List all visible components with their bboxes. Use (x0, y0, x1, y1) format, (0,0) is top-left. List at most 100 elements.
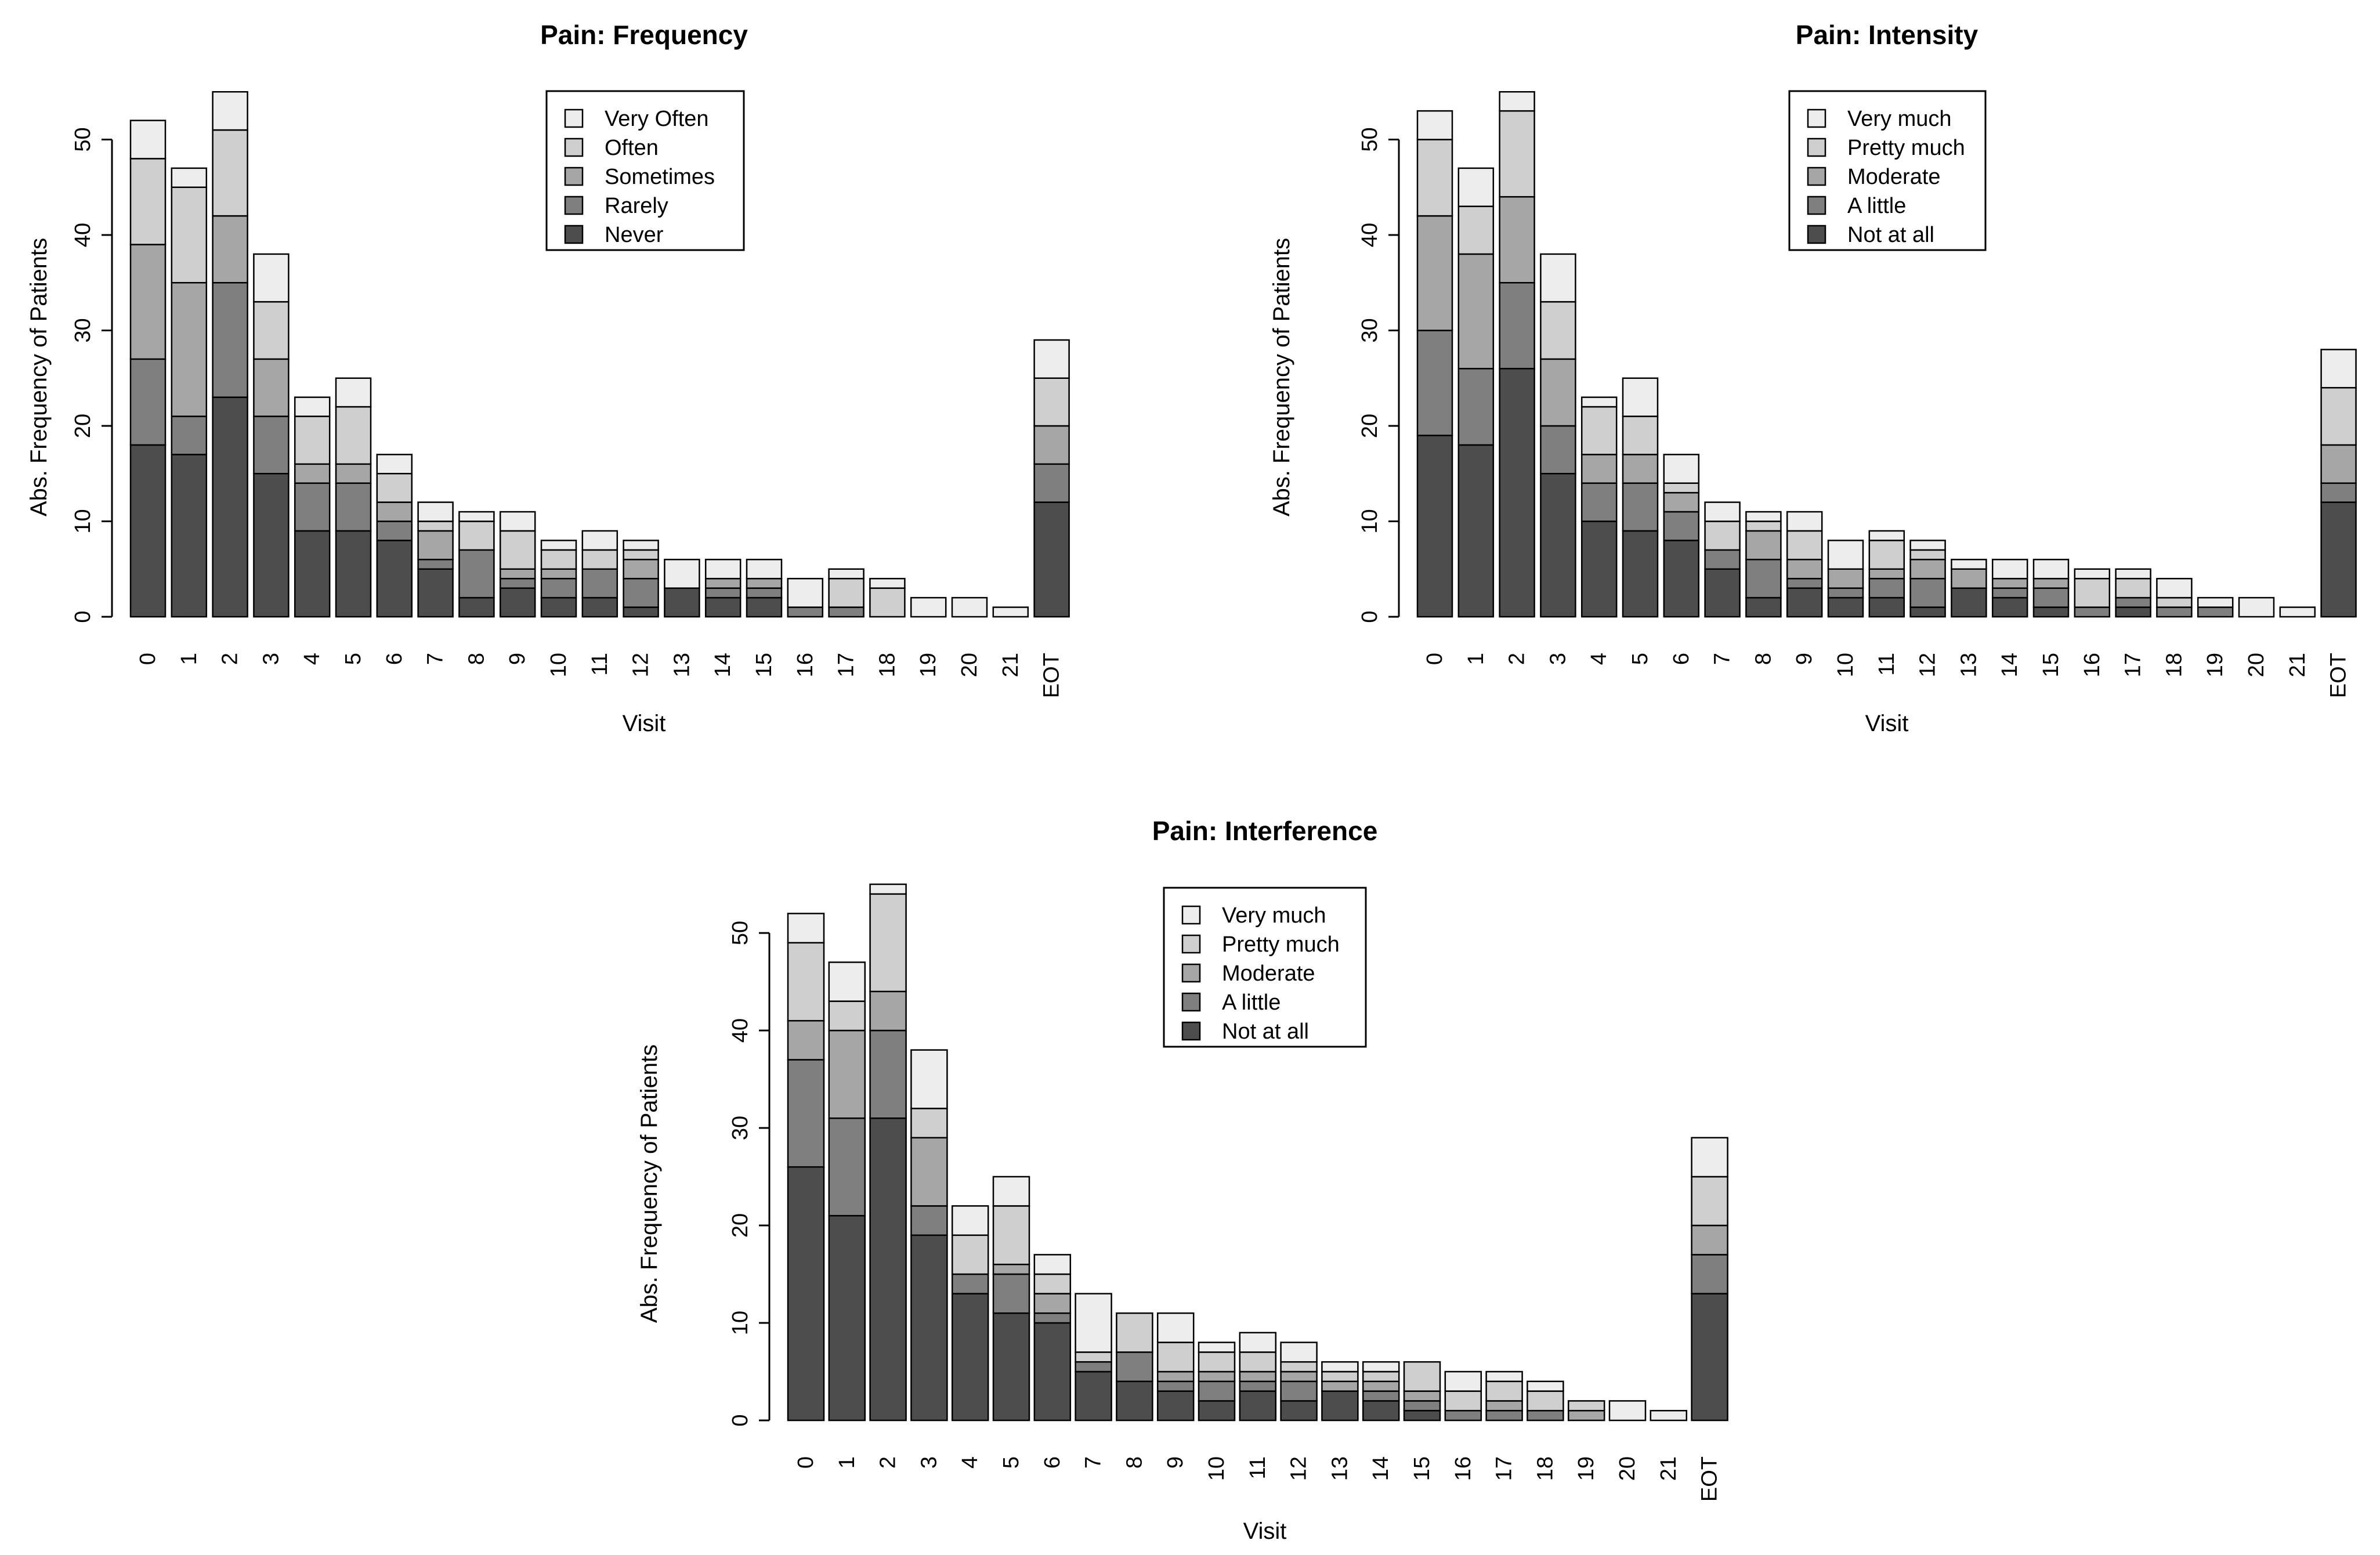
bar-segment-pretty-much (1362, 1370, 1400, 1383)
bar-segment-a-little (2032, 587, 2070, 608)
x-tick-label: 17 (2121, 653, 2146, 677)
x-tick-label: 19 (1574, 1456, 1598, 1481)
bar-segment-very-much (1362, 1361, 1400, 1373)
bar-segment-moderate (2320, 444, 2357, 484)
bar-segment-a-little (1457, 368, 1495, 446)
legend-swatch (1807, 196, 1826, 215)
x-tick-label: 14 (1369, 1456, 1393, 1481)
legend-box (545, 90, 745, 251)
bar-segment-a-little (1786, 577, 1823, 589)
x-tick-label: 11 (1246, 1456, 1270, 1479)
bar-segment-not-at-all (2115, 606, 2151, 618)
bar-segment-very-much (1444, 1370, 1482, 1392)
bar-segment-often (171, 186, 208, 284)
bar-segment-sometimes (253, 358, 290, 417)
bar-segment-moderate (1691, 1224, 1728, 1256)
legend-swatch (1807, 225, 1826, 244)
bar-segment-rarely (746, 587, 783, 599)
bar-segment-moderate (992, 1263, 1030, 1275)
x-tick-label: 15 (752, 653, 776, 677)
x-tick-label: 15 (2039, 653, 2063, 677)
bar-segment-moderate (787, 1019, 825, 1061)
bar-segment-pretty-much (1239, 1351, 1277, 1373)
x-tick-label: 17 (1492, 1456, 1517, 1481)
bar-segment-very-much (2074, 568, 2111, 580)
bar-segment-pretty-much (787, 942, 825, 1022)
legend-swatch (1181, 1021, 1201, 1041)
bar-segment-very-much (1280, 1341, 1318, 1363)
bar-segment-moderate (1567, 1409, 1605, 1422)
bar-segment-pretty-much (1527, 1390, 1564, 1412)
legend-label: Very much (1847, 107, 1952, 131)
bar-segment-a-little (787, 1059, 825, 1168)
legend-label: Moderate (1847, 165, 1941, 189)
bar-segment-often (129, 158, 167, 245)
x-tick-label: 2 (1505, 653, 1529, 665)
bar-segment-often (294, 415, 331, 465)
x-tick-label: 12 (1287, 1456, 1311, 1481)
bar-segment-very-much (2156, 577, 2193, 599)
bar-segment-very-often (746, 559, 783, 580)
x-tick-label: 5 (341, 653, 366, 665)
bar-segment-pretty-much (1663, 482, 1700, 494)
bar-segment-a-little (992, 1273, 1030, 1314)
bar-segment-a-little (2074, 606, 2111, 618)
bar-segment-not-at-all (1321, 1390, 1359, 1422)
bar-segment-a-little (1198, 1380, 1236, 1402)
x-tick-label: 3 (259, 653, 283, 665)
y-axis-label: Abs. Frequency of Patients (26, 238, 52, 516)
bar-segment-very-much (2320, 349, 2357, 389)
bar-segment-not-at-all (1416, 435, 1453, 618)
x-tick-label: 2 (218, 653, 243, 665)
bar-segment-a-little (2115, 596, 2151, 608)
bar-segment-never (253, 473, 290, 618)
bar-segment-a-little (1499, 282, 1535, 370)
y-tick-label: 30 (728, 1116, 753, 1140)
bar-segment-not-at-all (787, 1166, 825, 1422)
bar-segment-very-often (869, 577, 906, 589)
bar-segment-a-little (869, 1029, 907, 1119)
bar-segment-moderate (1321, 1380, 1359, 1392)
bar-segment-not-at-all (1499, 368, 1535, 618)
y-tick-label: 40 (1358, 223, 1382, 247)
x-tick-label: 8 (1751, 653, 1775, 665)
x-tick-label: 10 (1205, 1456, 1229, 1481)
y-tick-label: 50 (1358, 127, 1382, 151)
bar-segment-very-often (664, 559, 700, 589)
bar-segment-very-much (2197, 596, 2234, 608)
bar-segment-very-much (1580, 396, 1618, 408)
bar-segment-never (171, 454, 208, 618)
x-tick-label: 1 (1464, 653, 1488, 665)
bar-segment-very-much (910, 1049, 948, 1109)
bar-segment-not-at-all (1691, 1293, 1728, 1422)
bar-segment-a-little (1827, 587, 1864, 599)
bar-segment-moderate (1156, 1370, 1195, 1383)
legend: Very much Pretty much Moderate A little Not … (1163, 887, 1367, 1048)
bar-segment-pretty-much (2156, 596, 2193, 608)
bar-segment-pretty-much (1457, 205, 1495, 255)
y-tick-label: 10 (1358, 509, 1382, 533)
bar-segment-very-much (1321, 1361, 1359, 1373)
chart-pain-frequency: Pain: Frequency Abs. Frequency of Patien… (26, 20, 1070, 736)
bar-segment-pretty-much (1116, 1312, 1153, 1353)
bar-segment-rarely (458, 549, 495, 599)
bar-segment-not-at-all (1868, 596, 1905, 618)
legend-label: Often (605, 136, 659, 160)
bar-segment-rarely (171, 415, 208, 455)
chart-pain-interference: Pain: Interference Abs. Frequency of Pat… (636, 816, 1728, 1544)
chart-title: Pain: Interference (1152, 816, 1378, 846)
y-tick-label: 20 (728, 1213, 753, 1238)
bar-segment-sometimes (335, 463, 372, 484)
bar-segment-pretty-much (1416, 139, 1453, 217)
bar-segment-very-much (1033, 1254, 1072, 1275)
x-tick-label: 15 (1410, 1456, 1434, 1481)
bar-segment-very-often (581, 530, 618, 551)
bar-segment-very-much (1457, 167, 1495, 207)
x-tick-label: EOT (2327, 653, 2351, 698)
x-tick-label: 18 (1533, 1456, 1557, 1481)
bar-segment-never (212, 396, 248, 618)
legend-label: Moderate (1222, 961, 1315, 986)
bar-segment-very-often (294, 396, 331, 417)
x-tick-label: 20 (957, 653, 982, 677)
bar-segment-pretty-much (1567, 1400, 1605, 1412)
